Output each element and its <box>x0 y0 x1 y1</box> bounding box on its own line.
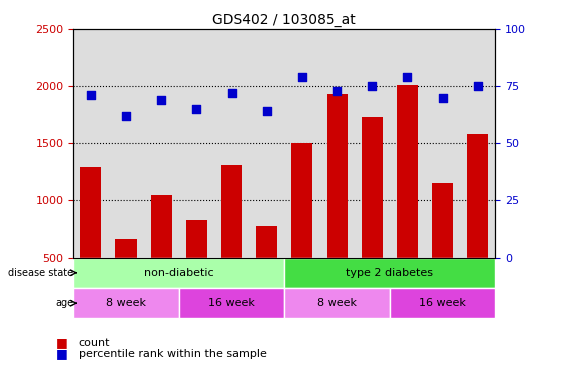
Point <box>227 90 236 96</box>
FancyBboxPatch shape <box>390 288 495 318</box>
Point <box>157 97 166 103</box>
Bar <box>115 239 136 315</box>
Text: 16 week: 16 week <box>419 298 466 308</box>
Text: percentile rank within the sample: percentile rank within the sample <box>79 349 267 359</box>
Point <box>438 95 447 101</box>
Bar <box>80 167 101 315</box>
Point <box>368 83 377 89</box>
Bar <box>467 134 488 315</box>
Title: GDS402 / 103085_at: GDS402 / 103085_at <box>212 13 356 27</box>
Bar <box>292 143 312 315</box>
FancyBboxPatch shape <box>73 288 179 318</box>
Point <box>86 93 95 98</box>
Bar <box>397 85 418 315</box>
Text: type 2 diabetes: type 2 diabetes <box>346 268 434 278</box>
FancyBboxPatch shape <box>284 258 495 288</box>
Bar <box>362 117 383 315</box>
Text: 16 week: 16 week <box>208 298 255 308</box>
Bar <box>256 226 277 315</box>
Bar <box>186 220 207 315</box>
Text: ■: ■ <box>56 347 68 360</box>
Point <box>192 106 201 112</box>
Text: count: count <box>79 338 110 348</box>
Text: disease state: disease state <box>8 268 73 278</box>
Bar <box>221 165 242 315</box>
FancyBboxPatch shape <box>179 288 284 318</box>
Point <box>403 74 412 80</box>
Point <box>473 83 482 89</box>
Bar <box>327 94 347 315</box>
Text: 8 week: 8 week <box>317 298 357 308</box>
Text: 8 week: 8 week <box>106 298 146 308</box>
FancyBboxPatch shape <box>284 288 390 318</box>
Point <box>122 113 131 119</box>
Bar <box>151 195 172 315</box>
Bar <box>432 183 453 315</box>
Text: age: age <box>55 298 73 308</box>
Text: ■: ■ <box>56 336 68 349</box>
FancyBboxPatch shape <box>73 258 284 288</box>
Point <box>297 74 306 80</box>
Text: non-diabetic: non-diabetic <box>144 268 213 278</box>
Point <box>262 109 271 115</box>
Point <box>333 88 342 94</box>
